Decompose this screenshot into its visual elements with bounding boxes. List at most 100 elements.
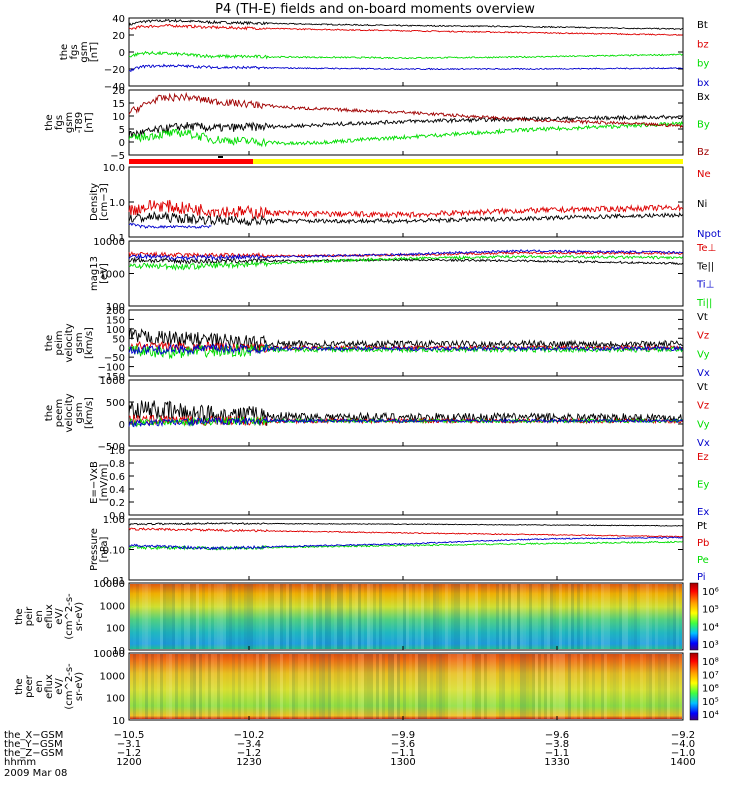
spectrogram-column bbox=[367, 654, 370, 719]
spectrogram-column bbox=[319, 654, 322, 719]
y-tick-label: 1000 bbox=[100, 376, 125, 387]
spectrogram-column bbox=[358, 654, 361, 719]
spectrogram-column bbox=[466, 654, 469, 719]
series-line-Ne bbox=[128, 199, 683, 220]
spectrogram-column bbox=[679, 654, 682, 719]
spectrogram-column bbox=[514, 584, 517, 649]
y-axis-label-line: the bbox=[14, 608, 25, 624]
spectrogram-column bbox=[622, 654, 625, 719]
spectrogram-column bbox=[268, 584, 271, 649]
spectrogram-column bbox=[523, 584, 526, 649]
footer-value: −9.9 bbox=[391, 730, 415, 741]
spectrogram-column bbox=[214, 584, 217, 649]
spectrogram-column bbox=[628, 654, 631, 719]
spectrogram-column bbox=[307, 584, 310, 649]
spectrogram-column bbox=[538, 584, 541, 649]
spectrogram-column bbox=[616, 654, 619, 719]
y-axis-label-line: fgs bbox=[54, 115, 65, 130]
spectrogram-column bbox=[553, 584, 556, 649]
spectrogram-column bbox=[415, 584, 418, 649]
legend-entry: Vz bbox=[697, 331, 709, 342]
spectrogram-column bbox=[331, 654, 334, 719]
spectrogram-column bbox=[493, 654, 496, 719]
legend-entry: Vx bbox=[697, 438, 710, 449]
legend-entry: Pb bbox=[697, 538, 709, 549]
spectrogram-column bbox=[661, 584, 664, 649]
spectrogram-column bbox=[658, 584, 661, 649]
legend-entry: Vy bbox=[697, 419, 710, 430]
y-tick-label: −5 bbox=[110, 151, 125, 162]
spectrogram-column bbox=[232, 654, 235, 719]
spectrogram-column bbox=[520, 654, 523, 719]
spectrogram-column bbox=[361, 654, 364, 719]
spectrogram-column bbox=[445, 654, 448, 719]
spectrogram-column bbox=[274, 584, 277, 649]
spectrogram-column bbox=[289, 654, 292, 719]
spectrogram-column bbox=[250, 584, 253, 649]
series-line-Vy bbox=[128, 343, 684, 360]
y-tick-label: 500 bbox=[106, 398, 125, 409]
spectrogram-column bbox=[166, 584, 169, 649]
y-axis-label-line: Pressure bbox=[89, 528, 100, 571]
spectrogram-column bbox=[376, 654, 379, 719]
spectrogram-column bbox=[544, 654, 547, 719]
spectrogram-column bbox=[175, 654, 178, 719]
spectrogram-column bbox=[199, 654, 202, 719]
spectrogram-column bbox=[568, 654, 571, 719]
spectrogram-column bbox=[319, 584, 322, 649]
y-axis-label-line: Density bbox=[89, 183, 100, 221]
spectrogram-column bbox=[244, 584, 247, 649]
spectrogram-column bbox=[379, 584, 382, 649]
colorbar-tick-label: 10⁴ bbox=[702, 622, 719, 633]
series-line-Vx bbox=[128, 415, 683, 428]
series-line-bx bbox=[128, 63, 683, 73]
spectrogram-column bbox=[157, 654, 160, 719]
spectrogram-column bbox=[367, 584, 370, 649]
y-axis-label-line: en bbox=[34, 610, 45, 623]
spectrogram-column bbox=[481, 654, 484, 719]
y-axis-label-line: [mV/m] bbox=[99, 464, 110, 502]
series-line-Vt bbox=[128, 327, 683, 352]
series-line-Pi bbox=[128, 536, 683, 551]
legend-entry: Ez bbox=[697, 452, 709, 463]
spectrogram-column bbox=[619, 584, 622, 649]
colorbar-tick-label: 10⁸ bbox=[702, 657, 719, 668]
spectrogram-column bbox=[490, 584, 493, 649]
legend-entry: Ne bbox=[697, 169, 711, 180]
spectrogram-column bbox=[547, 654, 550, 719]
y-axis-label-line: (cm^2-s- bbox=[64, 663, 75, 710]
y-axis-label: thepeimvelocitygsm[km/s] bbox=[44, 323, 95, 362]
spectrogram-column bbox=[397, 584, 400, 649]
footer-value: −3.8 bbox=[545, 739, 569, 750]
spectrogram-column bbox=[439, 584, 442, 649]
spectrogram-column bbox=[247, 584, 250, 649]
spectrogram-column bbox=[418, 654, 421, 719]
panel-peer: thepeerenefluxeV/(cm^2-s-sr-eV) 10000 1000… bbox=[14, 649, 719, 727]
y-tick-label: 0.8 bbox=[109, 459, 125, 470]
spectrogram-column bbox=[637, 654, 640, 719]
spectrogram-column bbox=[136, 654, 139, 719]
spectrogram-column bbox=[556, 584, 559, 649]
y-axis-label: Density[cm−3] bbox=[89, 183, 110, 221]
spectrogram-column bbox=[508, 584, 511, 649]
y-tick-label: −40 bbox=[104, 82, 125, 93]
y-tick-label: 0.2 bbox=[109, 498, 125, 509]
footer-value: −9.2 bbox=[671, 730, 695, 741]
panels: thefgsgsm[nT]40200−20−40Btbzbybxthefgsgs… bbox=[14, 14, 721, 727]
spectrogram-column bbox=[148, 654, 151, 719]
x-axis-footer: the_X−GSM −10.5 −10.2 −9.9 −9.6 −9.2 the_Y−GSM… bbox=[4, 730, 696, 779]
y-axis-label: thepeirenefluxeV/(cm^2-s-sr-eV) bbox=[14, 593, 85, 640]
spectrogram-column bbox=[655, 584, 658, 649]
spectrogram-column bbox=[667, 654, 670, 719]
spectrogram-column bbox=[595, 584, 598, 649]
spectrogram-column bbox=[304, 584, 307, 649]
spectrogram-column bbox=[409, 654, 412, 719]
y-tick-label: 0 bbox=[119, 138, 125, 149]
spectrogram-column bbox=[322, 584, 325, 649]
spectrogram-column bbox=[205, 654, 208, 719]
spectrogram-column bbox=[166, 654, 169, 719]
y-axis-label: E=−VxB[mV/m] bbox=[89, 461, 110, 504]
spectrogram-column bbox=[571, 584, 574, 649]
series-line-by bbox=[128, 50, 683, 60]
spectrogram-column bbox=[295, 654, 298, 719]
